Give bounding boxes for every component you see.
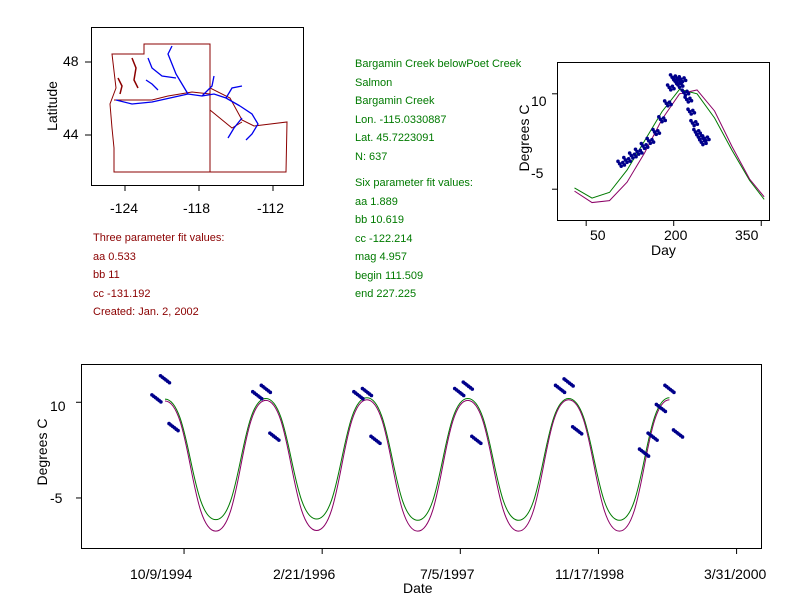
six-fit-line: Six parameter fit values: (355, 177, 473, 189)
day-chart-xlabel: Day (651, 242, 676, 258)
coast-detail-line (117, 77, 123, 95)
time-chart-ylabel: Degrees C (34, 418, 50, 486)
or-id-border-line (209, 109, 243, 129)
map-xtick-118: -118 (183, 200, 210, 216)
day-ytick-10: 10 (531, 93, 547, 109)
site-line: N: 637 (355, 150, 388, 163)
river-line (201, 75, 215, 97)
day-ytick-minus5: -5 (531, 165, 544, 181)
six-fit-line: mag 4.957 (355, 251, 407, 263)
map-ytick-48: 48 (63, 53, 79, 69)
six-fit-line: aa 1.889 (355, 195, 398, 208)
six-fit-line: cc -122.214 (355, 232, 413, 245)
day-xtick-350: 350 (735, 227, 759, 243)
three-fit-line: Three parameter fit values: (93, 232, 225, 244)
map-xtick-124: -124 (110, 200, 139, 216)
three-fit-line: Created: Jan. 2, 2002 (93, 306, 199, 318)
site-line: Lon. -115.0330887 (355, 113, 447, 126)
site-line: Salmon (355, 76, 393, 89)
time-xtick-1997: 7/5/1997 (420, 566, 475, 582)
day-chart-ylabel: Degrees C (516, 104, 532, 172)
three-fit-line: aa 0.533 (93, 250, 136, 263)
time-xtick-1994: 10/9/1994 (130, 566, 193, 582)
time-chart-frame (81, 364, 762, 549)
map-xtick-112: -112 (257, 200, 284, 216)
six-fit-line: bb 10.619 (355, 214, 404, 226)
time-ytick-10: 10 (50, 398, 66, 414)
site-line: Lat. 45.7223091 (355, 132, 435, 144)
river-line (147, 57, 177, 79)
wa-or-border-line (114, 91, 211, 101)
river-line (227, 117, 243, 139)
day-xtick-200: 200 (664, 227, 688, 243)
region-map (109, 43, 288, 173)
six-fit-line: begin 111.509 (355, 269, 424, 282)
time-xtick-2000: 3/31/2000 (704, 566, 767, 582)
river-line (145, 79, 159, 91)
time-chart-xlabel: Date (403, 580, 433, 596)
day-chart-frame (557, 62, 770, 221)
state-boundary-outline (109, 43, 288, 173)
river-line (167, 45, 189, 95)
time-xtick-1998: 11/17/1998 (555, 566, 625, 582)
day-xtick-50: 50 (590, 227, 606, 243)
river-line (239, 105, 259, 141)
time-xtick-1996: 2/21/1996 (273, 566, 336, 582)
time-ytick-minus5: -5 (50, 490, 63, 506)
three-fit-line: cc -131.192 (93, 287, 151, 300)
six-fit-line: end 227.225 (355, 288, 417, 300)
three-fit-line: bb 11 (93, 269, 120, 281)
map-ytick-44: 44 (63, 126, 79, 142)
puget-sound-line (131, 57, 139, 89)
site-line: Bargamin Creek belowPoet Creek (355, 58, 522, 70)
river-line (225, 85, 243, 99)
map-frame (91, 27, 304, 186)
map-ylabel: Latitude (44, 81, 60, 131)
site-line: Bargamin Creek (355, 95, 435, 107)
